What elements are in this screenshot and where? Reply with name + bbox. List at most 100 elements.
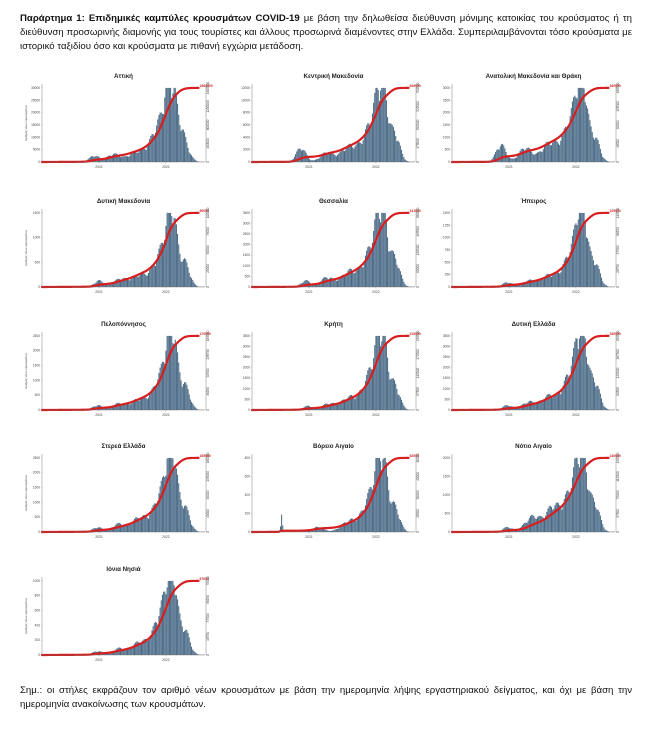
- x-tick-label: 2021: [505, 535, 513, 539]
- daily-cases-bar: [364, 129, 366, 162]
- y-tick-label: 1000: [33, 579, 40, 583]
- y-tick-label: 0: [248, 530, 250, 534]
- daily-cases-bar: [193, 282, 195, 287]
- daily-cases-bar: [394, 380, 396, 410]
- daily-cases-bar: [360, 266, 362, 287]
- daily-cases-bar: [575, 457, 577, 532]
- daily-cases-bar: [318, 283, 320, 287]
- y-tick-label: 0: [448, 530, 450, 534]
- chart-panel: Ανατολική Μακεδονία και Θράκη 0 500 1000 150…: [432, 70, 632, 188]
- daily-cases-bar: [594, 139, 596, 162]
- daily-cases-bar: [178, 362, 180, 410]
- daily-cases-bar: [341, 150, 343, 162]
- daily-cases-bar: [540, 279, 542, 287]
- daily-cases-bar: [380, 222, 382, 287]
- daily-cases-bar: [140, 517, 143, 532]
- daily-cases-bar: [542, 517, 544, 532]
- daily-cases-bar: [185, 629, 187, 655]
- daily-cases-bar: [150, 511, 152, 532]
- y-tick-label: 1500: [243, 376, 250, 380]
- daily-cases-bar: [373, 231, 375, 287]
- y2-tick-label: 18750: [206, 632, 210, 641]
- daily-cases-bar: [104, 530, 106, 532]
- daily-cases-bar: [345, 522, 347, 532]
- daily-cases-bar: [567, 490, 569, 532]
- daily-cases-bar: [395, 504, 397, 532]
- daily-cases-bar: [147, 640, 149, 655]
- daily-cases-bar: [495, 151, 497, 162]
- daily-cases-bar: [133, 275, 136, 287]
- daily-cases-bar: [298, 148, 300, 162]
- y2-tick-label: 700000: [416, 82, 420, 93]
- daily-cases-bar: [349, 268, 351, 287]
- daily-cases-bar: [161, 242, 163, 287]
- daily-cases-bar: [99, 279, 101, 287]
- daily-cases-bar: [550, 145, 553, 162]
- daily-cases-bar: [532, 153, 534, 162]
- daily-cases-bar: [601, 398, 603, 410]
- daily-cases-bar: [342, 399, 344, 410]
- daily-cases-bar: [530, 149, 532, 162]
- daily-cases-bar: [503, 145, 505, 162]
- daily-cases-bar: [588, 241, 590, 287]
- daily-cases-bar: [603, 158, 605, 162]
- daily-cases-bar: [152, 505, 154, 532]
- chart-title: Δυτική Μακεδονία: [97, 198, 151, 205]
- chart-svg: Αττική Αριθμός νέων κρουσμάτων 0 5000 10000 1…: [24, 73, 213, 169]
- y-tick-label: 1500: [33, 364, 40, 368]
- y2-tick-label: 0: [416, 531, 420, 533]
- daily-cases-bar: [113, 282, 115, 287]
- daily-cases-bar: [179, 253, 181, 287]
- daily-cases-bar: [346, 523, 348, 532]
- daily-cases-bar: [574, 95, 576, 162]
- daily-cases-bar: [371, 113, 373, 162]
- daily-cases-bar: [332, 402, 334, 410]
- daily-cases-bar: [604, 284, 606, 287]
- daily-cases-bar: [166, 212, 168, 287]
- daily-cases-bar: [139, 398, 141, 410]
- daily-cases-bar: [521, 148, 523, 162]
- daily-cases-bar: [332, 278, 334, 287]
- y-tick-label: 0: [248, 285, 250, 289]
- daily-cases-bar: [124, 277, 126, 287]
- daily-cases-bar: [153, 386, 155, 410]
- x-tick-label: 2022: [372, 535, 380, 539]
- daily-cases-bar: [163, 476, 165, 532]
- daily-cases-bar: [387, 237, 389, 287]
- daily-cases-bar: [389, 123, 391, 162]
- chart-panel: Στερεά Ελλάδα Αριθμός νέων κρουσμάτων 0 500…: [22, 440, 222, 558]
- daily-cases-bar: [542, 279, 544, 287]
- daily-cases-bar: [602, 402, 604, 410]
- y-tick-label: 600: [35, 609, 41, 613]
- daily-cases-bar: [137, 641, 139, 655]
- daily-cases-bar: [366, 250, 368, 287]
- daily-cases-bar: [527, 280, 529, 287]
- daily-cases-bar: [154, 621, 156, 655]
- daily-cases-bar: [165, 87, 167, 162]
- daily-cases-bar: [547, 273, 549, 287]
- daily-cases-bar: [404, 159, 406, 162]
- y-tick-label: 1000: [33, 500, 40, 504]
- daily-cases-bar: [302, 150, 304, 162]
- daily-cases-bar: [107, 284, 109, 287]
- daily-cases-bar: [124, 403, 126, 410]
- daily-cases-bar: [195, 653, 197, 655]
- daily-cases-bar: [542, 400, 544, 410]
- daily-cases-bar: [375, 335, 377, 410]
- daily-cases-bar: [595, 264, 597, 287]
- daily-cases-bar: [396, 264, 398, 287]
- daily-cases-bar: [335, 280, 337, 287]
- daily-cases-bar: [539, 279, 541, 287]
- daily-cases-bar: [160, 112, 162, 162]
- daily-cases-bar: [175, 595, 177, 655]
- daily-cases-bar: [557, 392, 559, 410]
- daily-cases-bar: [115, 153, 117, 162]
- y2-tick-label: 115000: [616, 207, 620, 218]
- daily-cases-bar: [517, 155, 519, 162]
- daily-cases-bar: [553, 395, 555, 410]
- daily-cases-bar: [156, 386, 158, 410]
- x-tick-label: 2021: [95, 290, 103, 294]
- cumulative-end-label: 649000: [409, 84, 420, 88]
- daily-cases-bar: [161, 113, 163, 162]
- daily-cases-bar: [124, 648, 126, 655]
